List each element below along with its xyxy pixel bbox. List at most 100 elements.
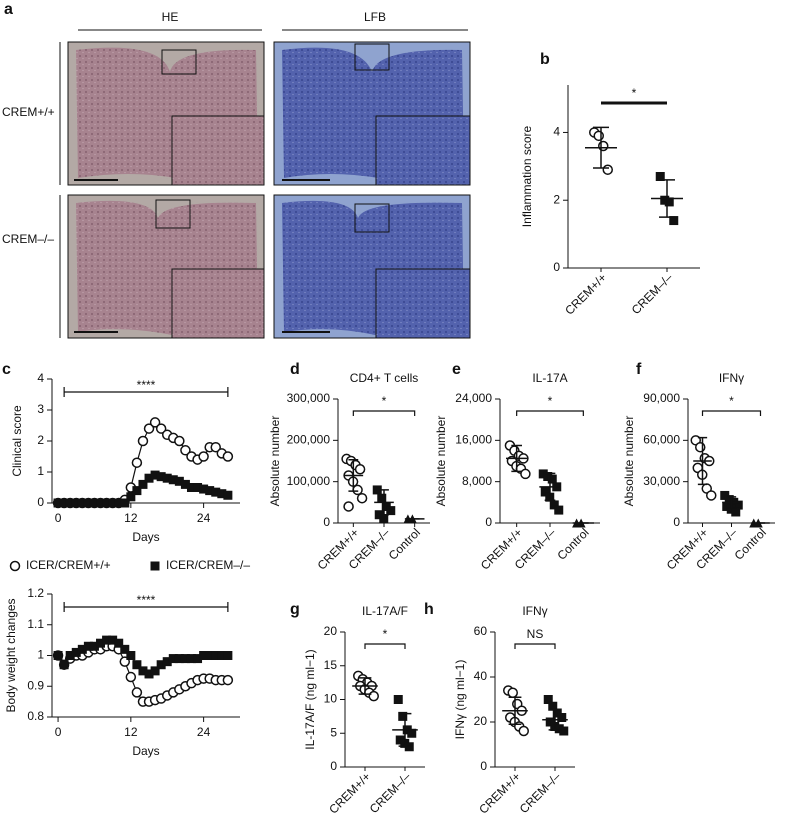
marker [156,660,166,670]
y-tick-label: 40 [474,669,488,683]
y-tick-label: 15 [324,658,338,672]
marker [368,690,379,702]
marker [352,484,363,496]
marker [174,476,184,486]
marker [706,490,717,501]
marker [205,486,215,496]
marker [132,660,142,670]
x-tick-label: 0 [55,725,62,739]
marker [222,674,234,686]
marker [199,484,209,494]
y-tick-label: 0.9 [27,678,44,692]
significance-label: NS [527,627,544,641]
y-axis-label: Clinical score [10,405,24,477]
marker [559,726,569,736]
inset [171,268,265,339]
marker [131,687,143,698]
legend-label: ICER/CREM+/+ [26,558,111,572]
y-axis-label: IFNγ (ng ml−1) [453,660,467,740]
error-bar [398,712,412,747]
micrographs [67,41,471,339]
marker [132,486,142,496]
y-tick-label: 0 [37,495,44,509]
error-bar [544,472,556,502]
y-tick-label: 4 [37,371,44,385]
error-bar [379,489,389,516]
y-tick-label: 1 [37,464,44,478]
panel-label: h [424,601,434,618]
y-tick-label: 1 [37,648,44,662]
y-tick-label: 30,000 [643,474,680,488]
x-tick-label: 24 [197,725,211,739]
chart-title: IFNγ [719,371,744,385]
marker [180,654,190,664]
error-bar [697,436,708,486]
y-tick-label: 10 [324,692,338,706]
marker [205,651,215,660]
marker [71,647,81,657]
y-axis-label: Absolute number [434,416,448,507]
histology: a HE LFB CREM+/+ CREM–/– [2,1,471,339]
marker [102,498,112,508]
x-tick-label: CREM–/– [367,769,414,813]
marker [193,654,203,664]
marker [593,130,604,142]
marker [223,651,233,660]
box [354,43,390,71]
marker [733,500,743,510]
y-tick-label: 2 [553,192,560,206]
marker [108,635,118,645]
marker [59,660,69,670]
marker [9,560,21,572]
marker [143,423,155,434]
marker [144,473,154,483]
marker [114,498,124,508]
marker [356,492,368,504]
marker [155,423,167,434]
x-tick-label: Control [732,525,769,562]
marker [548,701,558,711]
marker [598,140,609,152]
significance-bracket [63,602,229,612]
y-tick-label: 0 [330,759,337,773]
x-tick-label: 12 [124,725,138,739]
marker [695,441,706,453]
marker [386,506,396,516]
marker [156,472,166,482]
x-tick-label: 24 [197,511,211,525]
y-tick-label: 0 [485,515,492,529]
y-tick-label: 5 [330,725,337,739]
x-tick-label: 0 [55,511,62,525]
column-label: LFB [364,10,386,24]
y-tick-label: 2 [37,433,44,447]
marker [669,216,679,226]
chart-title: IL-17A [532,371,567,385]
y-tick-label: 3 [37,402,44,416]
marker [186,483,196,492]
chart-title: IL-17A/F [362,604,408,618]
marker [520,468,531,480]
significance-bracket [701,410,762,416]
y-tick-label: 0 [480,759,487,773]
marker [217,489,227,499]
y-tick-label: 0.8 [27,709,44,723]
marker [393,695,403,704]
error-bar [593,126,609,169]
panel-label: d [290,361,300,378]
marker [96,498,106,508]
marker [168,475,178,485]
marker [89,498,99,508]
y-axis-label: Inflammation score [520,125,534,227]
marker [372,485,382,495]
marker [144,669,154,679]
marker [83,498,93,508]
column-label: HE [162,10,179,24]
significance-label: * [729,394,734,408]
panel-label: e [452,361,461,378]
marker [540,487,550,497]
y-tick-label: 16,000 [455,433,492,447]
y-tick-label: 24,000 [455,391,492,405]
legend-label: ICER/CREM–/– [166,558,250,572]
y-tick-label: 100,000 [287,474,331,488]
